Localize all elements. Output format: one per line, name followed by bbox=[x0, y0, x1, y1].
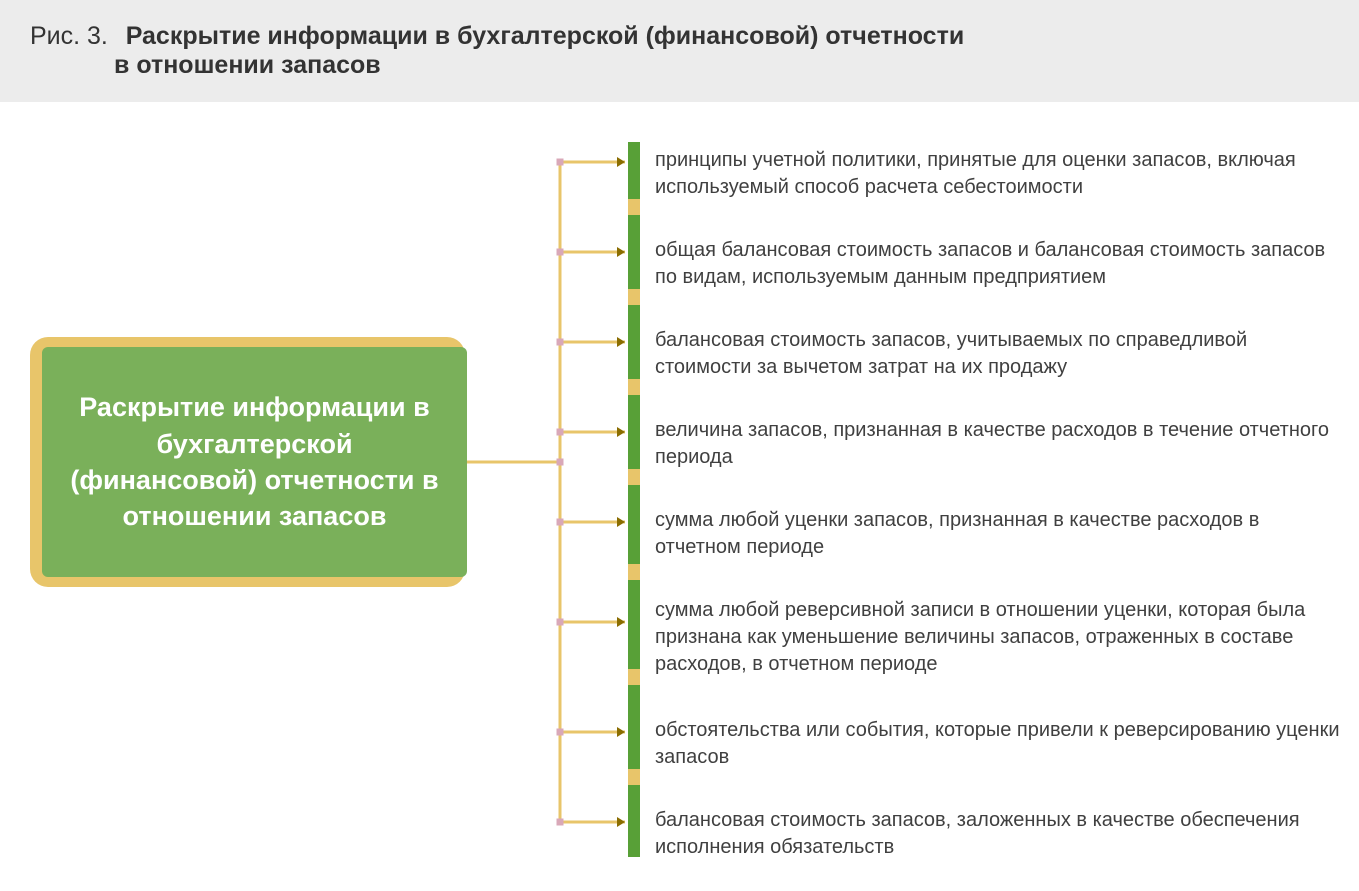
main-box: Раскрытие информации в бухгалтерской (фи… bbox=[42, 347, 467, 577]
figure-header: Рис. 3. Раскрытие информации в бухгалтер… bbox=[0, 0, 1359, 102]
list-item: принципы учетной политики, принятые для … bbox=[655, 147, 1345, 201]
list-item: балансовая стоимость запасов, учитываемы… bbox=[655, 327, 1345, 381]
list-item: сумма любой реверсивной записи в отношен… bbox=[655, 597, 1345, 678]
main-box-text: Раскрытие информации в бухгалтерской (фи… bbox=[62, 389, 447, 535]
vertical-stripe-bar bbox=[628, 142, 640, 857]
list-item: величина запасов, признанная в качестве … bbox=[655, 417, 1345, 471]
diagram-container: Раскрытие информации в бухгалтерской (фи… bbox=[0, 102, 1359, 872]
list-item: общая балансовая стоимость запасов и бал… bbox=[655, 237, 1345, 291]
list-item: сумма любой уценки запасов, признанная в… bbox=[655, 507, 1345, 561]
list-item: балансовая стоимость запасов, заложенных… bbox=[655, 807, 1345, 861]
figure-title-line2: в отношении запасов bbox=[114, 51, 1329, 80]
figure-title-line1: Раскрытие информации в бухгалтерской (фи… bbox=[126, 22, 965, 50]
figure-label: Рис. 3. bbox=[30, 22, 108, 50]
list-item: обстоятельства или события, которые прив… bbox=[655, 717, 1345, 771]
